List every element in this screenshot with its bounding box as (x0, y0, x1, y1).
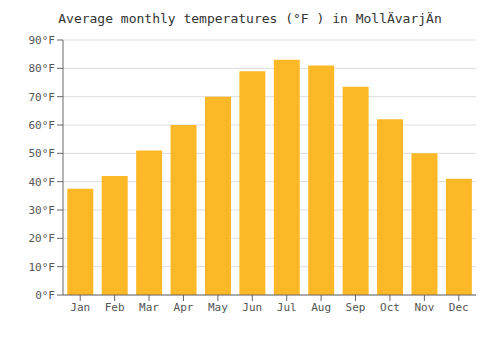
svg-text:Mar: Mar (139, 301, 159, 314)
svg-text:May: May (208, 301, 228, 314)
svg-text:0°F: 0°F (35, 289, 55, 302)
svg-text:Jul: Jul (277, 301, 297, 314)
svg-text:90°F: 90°F (29, 34, 56, 47)
svg-text:60°F: 60°F (29, 119, 56, 132)
svg-text:Feb: Feb (105, 301, 125, 314)
svg-text:Aug: Aug (311, 301, 331, 314)
svg-text:80°F: 80°F (29, 62, 56, 75)
svg-text:30°F: 30°F (29, 204, 56, 217)
svg-text:20°F: 20°F (29, 232, 56, 245)
svg-text:Jun: Jun (242, 301, 262, 314)
svg-text:40°F: 40°F (29, 176, 56, 189)
svg-text:Jan: Jan (70, 301, 90, 314)
svg-text:50°F: 50°F (29, 147, 56, 160)
svg-text:Sep: Sep (346, 301, 366, 314)
svg-text:Nov: Nov (414, 301, 434, 314)
svg-text:70°F: 70°F (29, 91, 56, 104)
svg-text:Dec: Dec (449, 301, 469, 314)
html-text:Average monthly temperatures (: Average monthly temperatures (°F ) in Mo… (58, 11, 442, 26)
svg-text:Oct: Oct (380, 301, 400, 314)
svg-text:10°F: 10°F (29, 261, 56, 274)
svg-text:Apr: Apr (174, 301, 194, 314)
